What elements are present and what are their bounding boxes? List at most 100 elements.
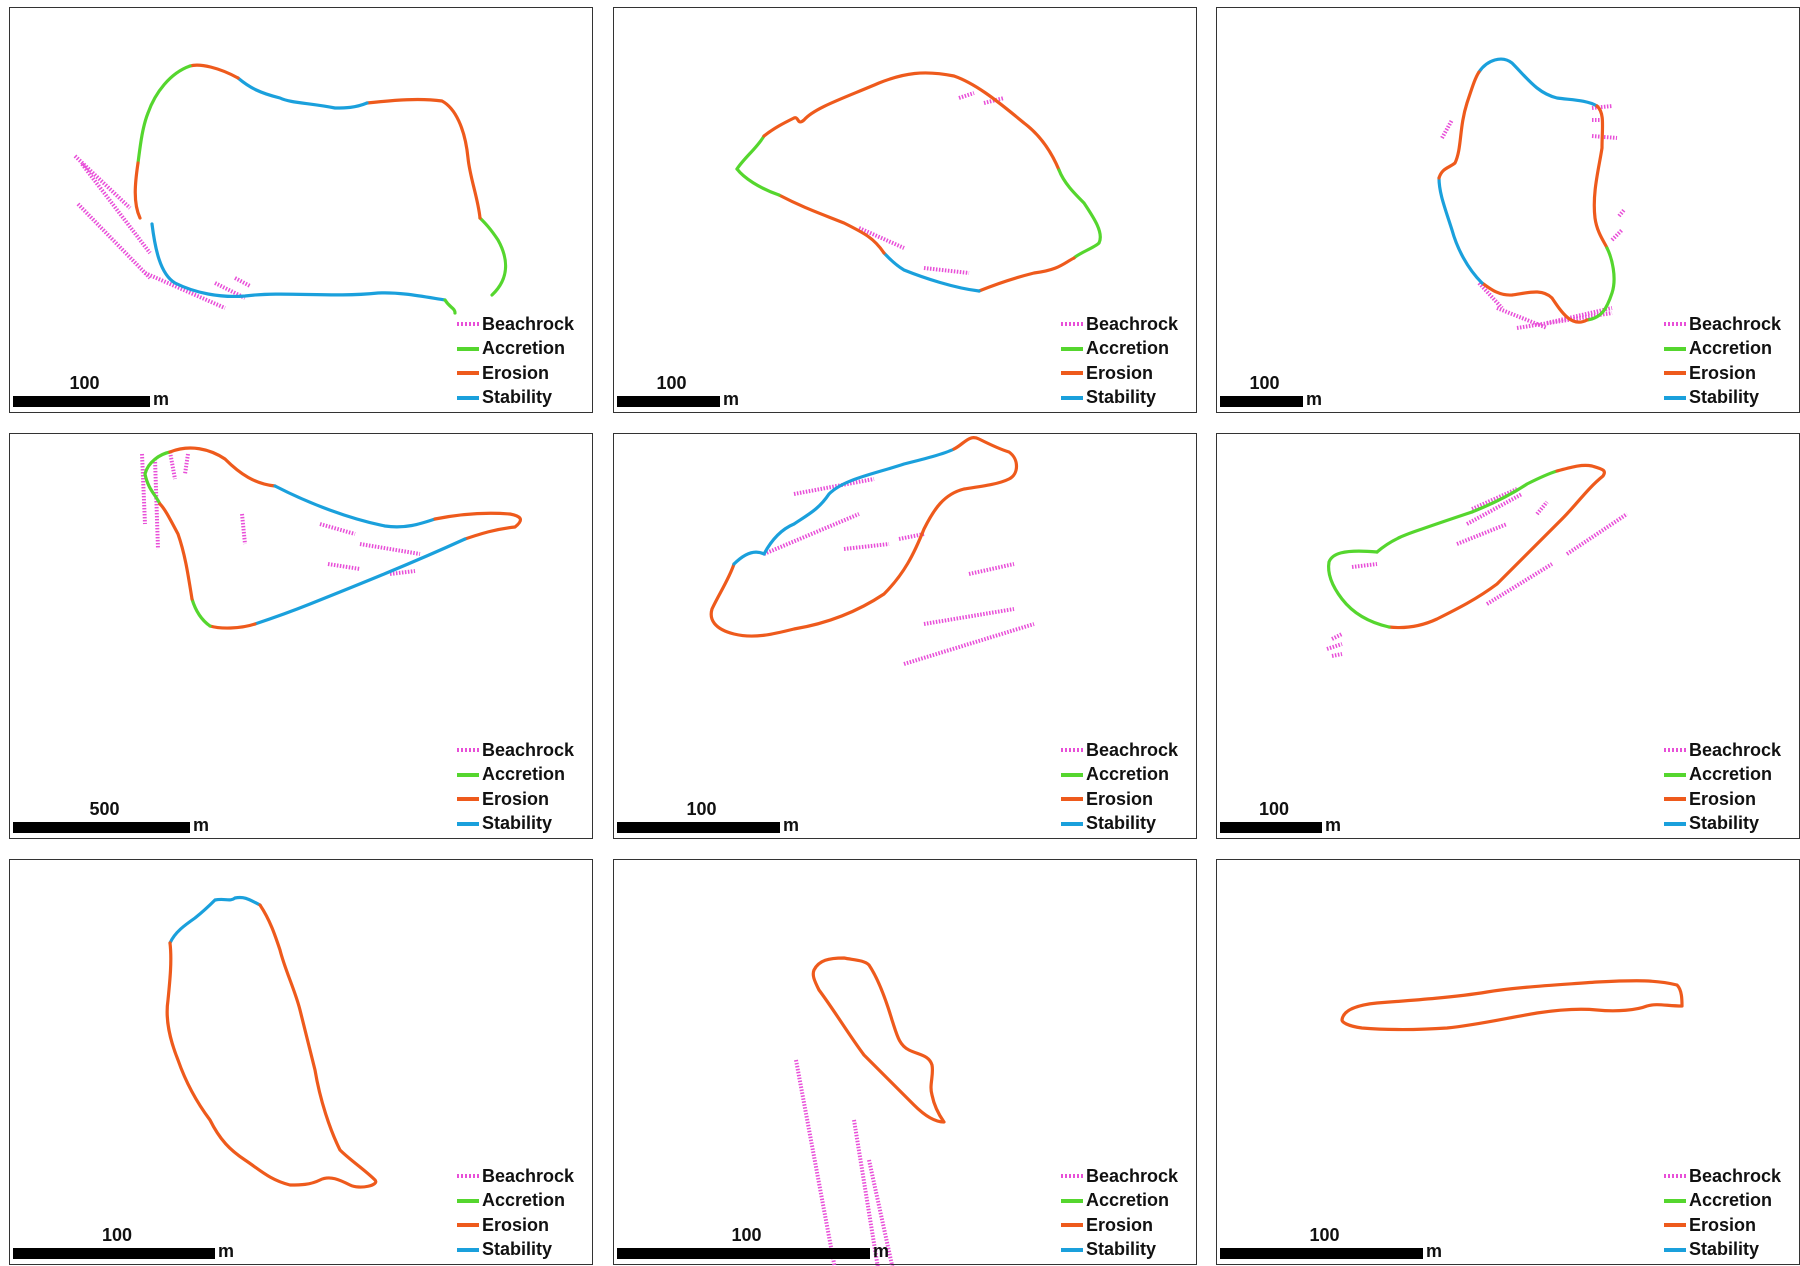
coastline-segment-stability <box>882 251 981 293</box>
legend-label: Stability <box>482 1239 553 1260</box>
map-legend: Beachrock Accretion Erosion Stability <box>1664 1164 1794 1262</box>
legend-label: Beachrock <box>482 1165 575 1186</box>
scale-bar-graphic <box>617 822 780 833</box>
beachrock-trace <box>1326 642 1343 651</box>
accretion-line-icon <box>457 772 479 777</box>
island-map <box>165 895 378 1189</box>
accretion-line-icon <box>1061 772 1083 777</box>
scale-value: 100 <box>69 373 100 393</box>
beachrock-trace <box>183 453 190 475</box>
legend-item-erosion: Erosion <box>1061 361 1191 386</box>
beachrock-trace <box>389 569 416 576</box>
legend-label: Erosion <box>1689 1214 1757 1235</box>
legend-item-beachrock: Beachrock <box>457 312 587 337</box>
legend-label: Accretion <box>1689 338 1773 359</box>
coastline-segment-accretion <box>735 134 766 171</box>
legend-label: Erosion <box>1086 1214 1154 1235</box>
beachrock-trace <box>1535 500 1549 516</box>
beachrock-line-icon <box>1061 1174 1083 1179</box>
coastline-segment-accretion <box>143 450 172 506</box>
beachrock-trace <box>1466 492 1523 526</box>
scale-bar-graphic <box>13 396 150 407</box>
beachrock-trace <box>843 542 890 551</box>
map-panel-2: Beachrock Accretion Erosion Stability 100 m <box>613 7 1197 413</box>
beachrock-trace <box>319 522 356 536</box>
coastline-segment-stability <box>1437 176 1484 285</box>
coastline-segment-erosion <box>811 956 946 1124</box>
beachrock-trace <box>903 622 1035 666</box>
map-panel-3: Beachrock Accretion Erosion Stability 100 m <box>1216 7 1800 413</box>
accretion-line-icon <box>1061 1198 1083 1203</box>
beachrock-trace <box>1477 281 1504 310</box>
legend-label: Erosion <box>1086 362 1154 383</box>
legend-item-beachrock: Beachrock <box>1664 1164 1794 1189</box>
legend-label: Erosion <box>1689 788 1757 809</box>
stability-line-icon <box>1664 1247 1686 1252</box>
beachrock-trace <box>1617 208 1626 218</box>
stability-line-icon <box>1664 395 1686 400</box>
beachrock-trace <box>1610 228 1624 242</box>
erosion-line-icon <box>457 797 479 802</box>
beachrock-trace <box>958 91 975 100</box>
coastline-segment-stability <box>762 447 956 556</box>
coastline-segment-erosion <box>188 63 240 80</box>
legend-label: Erosion <box>1086 788 1154 809</box>
scale-unit: m <box>193 815 210 835</box>
coastline-segment-accretion <box>1585 246 1616 322</box>
erosion-line-icon <box>1664 1223 1686 1228</box>
beachrock-trace <box>1496 306 1548 330</box>
legend-item-beachrock: Beachrock <box>1664 312 1794 337</box>
accretion-line-icon <box>1664 1198 1686 1203</box>
coastline-segment-erosion <box>158 502 194 601</box>
legend-label: Stability <box>482 813 553 834</box>
map-panel-4: Beachrock Accretion Erosion Stability 500 m <box>9 433 593 839</box>
map-legend: Beachrock Accretion Erosion Stability <box>457 738 587 836</box>
coastline-segment-erosion <box>1592 104 1609 250</box>
beachrock-trace <box>1591 104 1613 110</box>
beachrock-trace <box>1516 311 1613 330</box>
beachrock-trace <box>898 532 925 541</box>
erosion-line-icon <box>1664 797 1686 802</box>
coastline-segment-accretion <box>190 597 212 628</box>
coastline-segment-accretion <box>443 298 457 315</box>
legend-label: Accretion <box>1689 764 1773 785</box>
legend-item-erosion: Erosion <box>1664 787 1794 812</box>
legend-item-stability: Stability <box>1061 386 1191 411</box>
legend-item-accretion: Accretion <box>1061 1189 1191 1214</box>
legend-item-accretion: Accretion <box>1061 763 1191 788</box>
coastline-segment-erosion <box>433 511 522 541</box>
map-legend: Beachrock Accretion Erosion Stability <box>1664 312 1794 410</box>
legend-item-accretion: Accretion <box>1664 763 1794 788</box>
erosion-line-icon <box>457 371 479 376</box>
coastline-segment-accretion <box>1057 168 1102 260</box>
legend-label: Accretion <box>1086 764 1170 785</box>
coastline-segment-stability <box>168 895 262 945</box>
scale-value: 100 <box>102 1225 133 1245</box>
map-legend: Beachrock Accretion Erosion Stability <box>1664 738 1794 836</box>
beachrock-trace <box>1485 562 1554 606</box>
beachrock-trace <box>76 202 152 280</box>
beachrock-trace <box>763 512 860 556</box>
map-legend: Beachrock Accretion Erosion Stability <box>1061 312 1191 410</box>
beachrock-trace <box>968 562 1015 576</box>
coastline-segment-stability <box>236 76 369 110</box>
erosion-line-icon <box>1061 371 1083 376</box>
beachrock-line-icon <box>457 748 479 753</box>
scale-value: 100 <box>656 373 687 393</box>
coastline-segment-accretion <box>735 167 781 197</box>
scale-bar-graphic <box>617 1248 870 1259</box>
beachrock-trace <box>1331 632 1343 641</box>
coastline-segment-stability <box>1477 57 1599 108</box>
scale-value: 100 <box>1309 1225 1340 1245</box>
beachrock-trace <box>1440 119 1454 139</box>
island-map <box>1437 57 1626 330</box>
island-map <box>1340 979 1684 1032</box>
legend-item-erosion: Erosion <box>1664 361 1794 386</box>
beachrock-line-icon <box>1061 748 1083 753</box>
coastline-segment-erosion <box>777 193 886 255</box>
legend-label: Erosion <box>482 1214 550 1235</box>
beachrock-trace <box>73 154 132 210</box>
beachrock-line-icon <box>457 1174 479 1179</box>
legend-label: Stability <box>482 387 553 408</box>
legend-item-accretion: Accretion <box>457 763 587 788</box>
